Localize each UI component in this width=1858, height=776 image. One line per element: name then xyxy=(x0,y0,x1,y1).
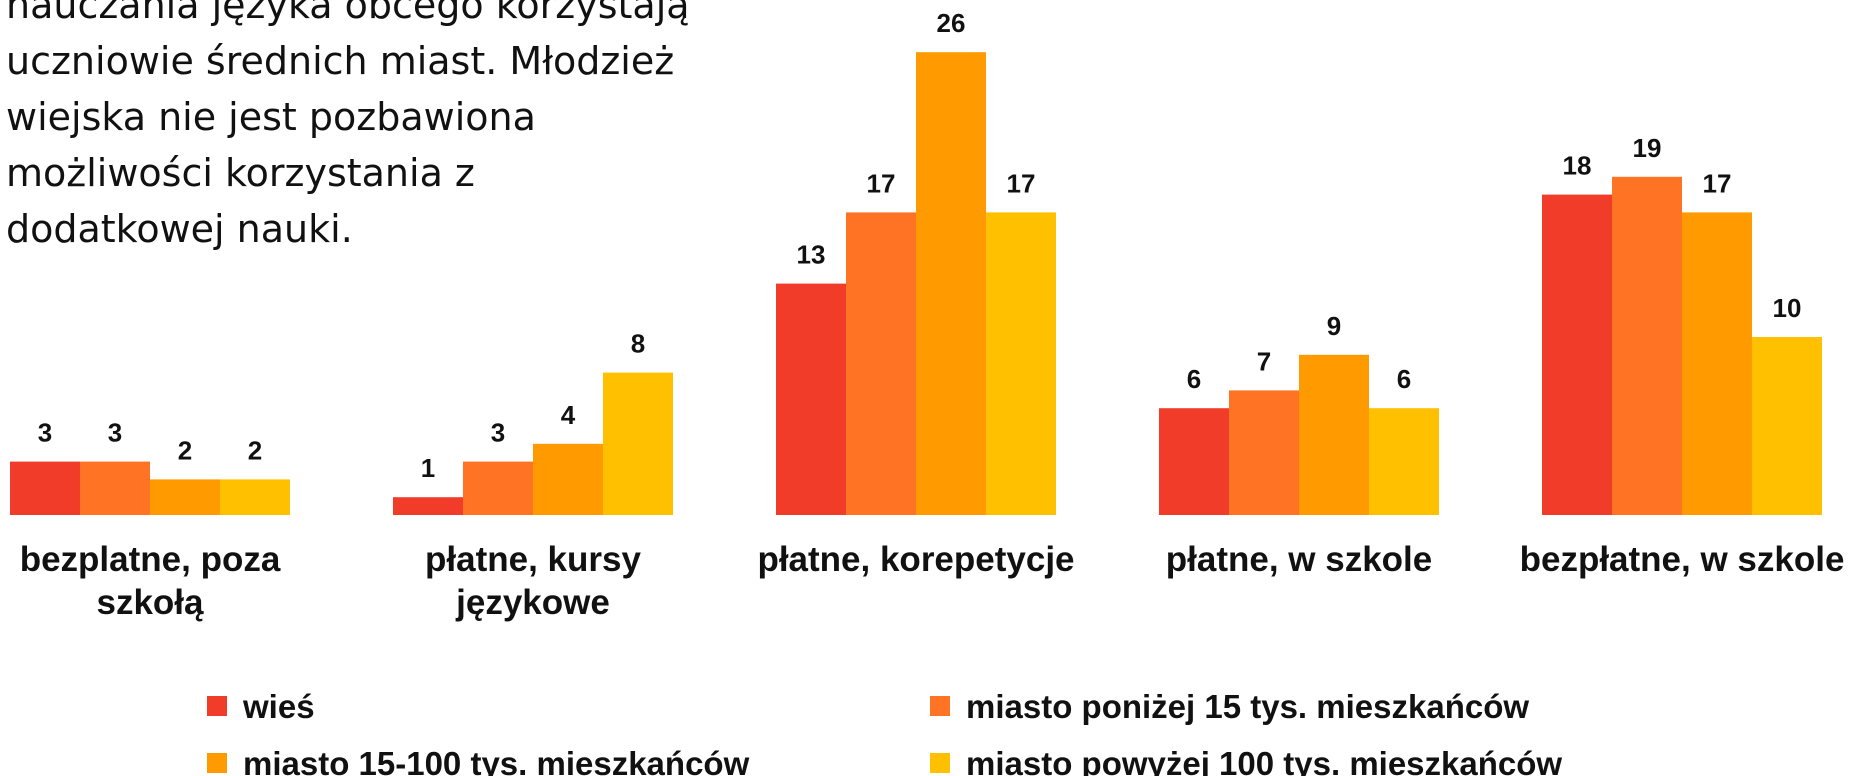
bar xyxy=(1299,354,1369,515)
bar xyxy=(80,461,150,515)
bar xyxy=(1542,194,1612,515)
data-label: 17 xyxy=(1703,168,1732,198)
bar xyxy=(1752,337,1822,515)
bar xyxy=(1682,212,1752,515)
paragraph-line: możliwości korzystania z xyxy=(6,151,475,195)
data-label: 3 xyxy=(108,418,122,448)
bar xyxy=(220,479,290,515)
data-label: 2 xyxy=(178,435,192,465)
data-label: 26 xyxy=(937,8,966,38)
data-label: 3 xyxy=(38,418,52,448)
legend-swatch xyxy=(207,753,227,773)
bar xyxy=(393,497,463,515)
data-label: 9 xyxy=(1327,311,1341,341)
paragraph-line: dodatkowej nauki. xyxy=(6,207,353,251)
data-label: 4 xyxy=(561,400,576,430)
bar xyxy=(846,212,916,515)
legend-swatch xyxy=(930,753,950,773)
bar xyxy=(463,461,533,515)
paragraph-line: wiejska nie jest pozbawiona xyxy=(6,95,536,139)
category-label: płatne, kursy językowe xyxy=(425,540,641,622)
data-label: 19 xyxy=(1633,133,1662,163)
bar xyxy=(1369,408,1439,515)
data-label: 17 xyxy=(867,168,896,198)
legend-label: miasto powyżej 100 tys. mieszkańców xyxy=(966,745,1563,776)
data-label: 13 xyxy=(797,240,826,270)
bar xyxy=(10,461,80,515)
paragraph-line: uczniowie średnich miast. Młodzież xyxy=(6,39,675,83)
data-label: 3 xyxy=(491,418,505,448)
data-label: 6 xyxy=(1187,364,1201,394)
category-label: płatne, korepetycje xyxy=(757,540,1075,579)
bar xyxy=(916,52,986,515)
legend-swatch xyxy=(930,696,950,716)
category-label: bezplatne, poza szkołą xyxy=(19,540,281,622)
bar xyxy=(603,372,673,515)
legend-label: miasto poniżej 15 tys. mieszkańców xyxy=(966,688,1530,725)
bar xyxy=(1159,408,1229,515)
data-label: 18 xyxy=(1563,151,1592,181)
paragraph-line: nauczania języka obcego korzystają xyxy=(6,0,690,27)
bar xyxy=(150,479,220,515)
legend-label: miasto 15-100 tys. mieszkańców xyxy=(243,745,750,776)
data-label: 10 xyxy=(1773,293,1802,323)
bar xyxy=(986,212,1056,515)
data-label: 7 xyxy=(1257,346,1271,376)
bar xyxy=(1229,390,1299,515)
category-label: bezpłatne, w szkole xyxy=(1519,540,1845,579)
bar xyxy=(1612,176,1682,516)
bar xyxy=(533,443,603,515)
data-label: 8 xyxy=(631,329,645,359)
category-label: płatne, w szkole xyxy=(1165,540,1433,579)
data-label: 1 xyxy=(421,453,435,483)
data-label: 6 xyxy=(1397,364,1411,394)
data-label: 2 xyxy=(248,435,262,465)
legend-swatch xyxy=(207,696,227,716)
data-label: 17 xyxy=(1007,168,1036,198)
bar xyxy=(776,283,846,515)
legend-label: wieś xyxy=(243,688,315,725)
